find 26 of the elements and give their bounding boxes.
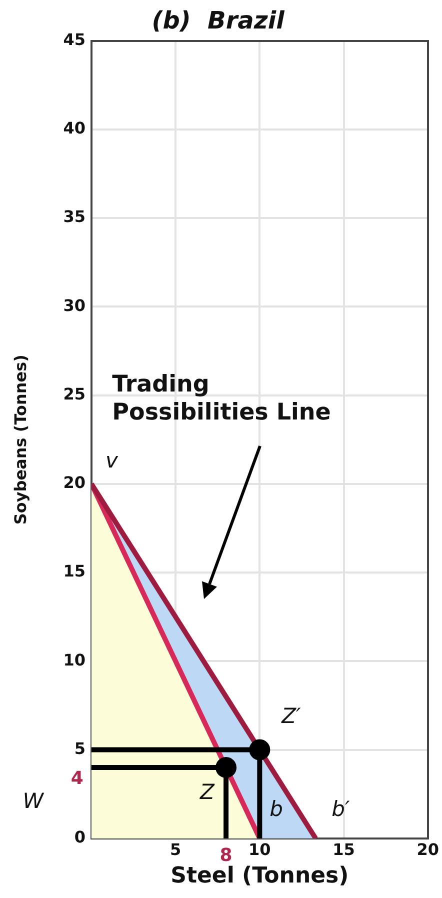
y-tick-label: 25 [63, 384, 86, 404]
x-tick-label: 15 [332, 840, 355, 860]
y-tick-label: 5 [74, 738, 86, 758]
y-tick-label: 10 [63, 650, 86, 670]
annotation: 4 [70, 768, 84, 790]
annotation: b [270, 796, 284, 821]
y-tick-label: 0 [74, 828, 86, 847]
chart-title: (b) Brazil [152, 6, 286, 35]
y-tick-label: 45 [63, 30, 86, 49]
annotation: v [105, 448, 118, 472]
y-tick-label: 20 [63, 473, 86, 492]
text: W [22, 788, 45, 813]
y-tick-label: 35 [63, 207, 86, 226]
annotation: 8 [220, 845, 232, 866]
y-tick-label: 40 [63, 118, 86, 138]
annotation: Z [199, 780, 216, 804]
x-tick-label: 5 [170, 840, 182, 860]
x-tick-label: 10 [248, 840, 271, 860]
annotation: Z′ [280, 704, 302, 728]
annotation: b′ [332, 796, 350, 821]
annotation: Trading Possibilities Line [112, 372, 331, 426]
x-tick-label: 20 [416, 840, 439, 860]
y-tick-label: 15 [63, 562, 86, 581]
y-axis-title: Soybeans (Tonnes) [10, 354, 30, 525]
y-tick-label: 30 [63, 296, 86, 315]
x-axis-title: Steel (Tonnes) [170, 864, 349, 889]
